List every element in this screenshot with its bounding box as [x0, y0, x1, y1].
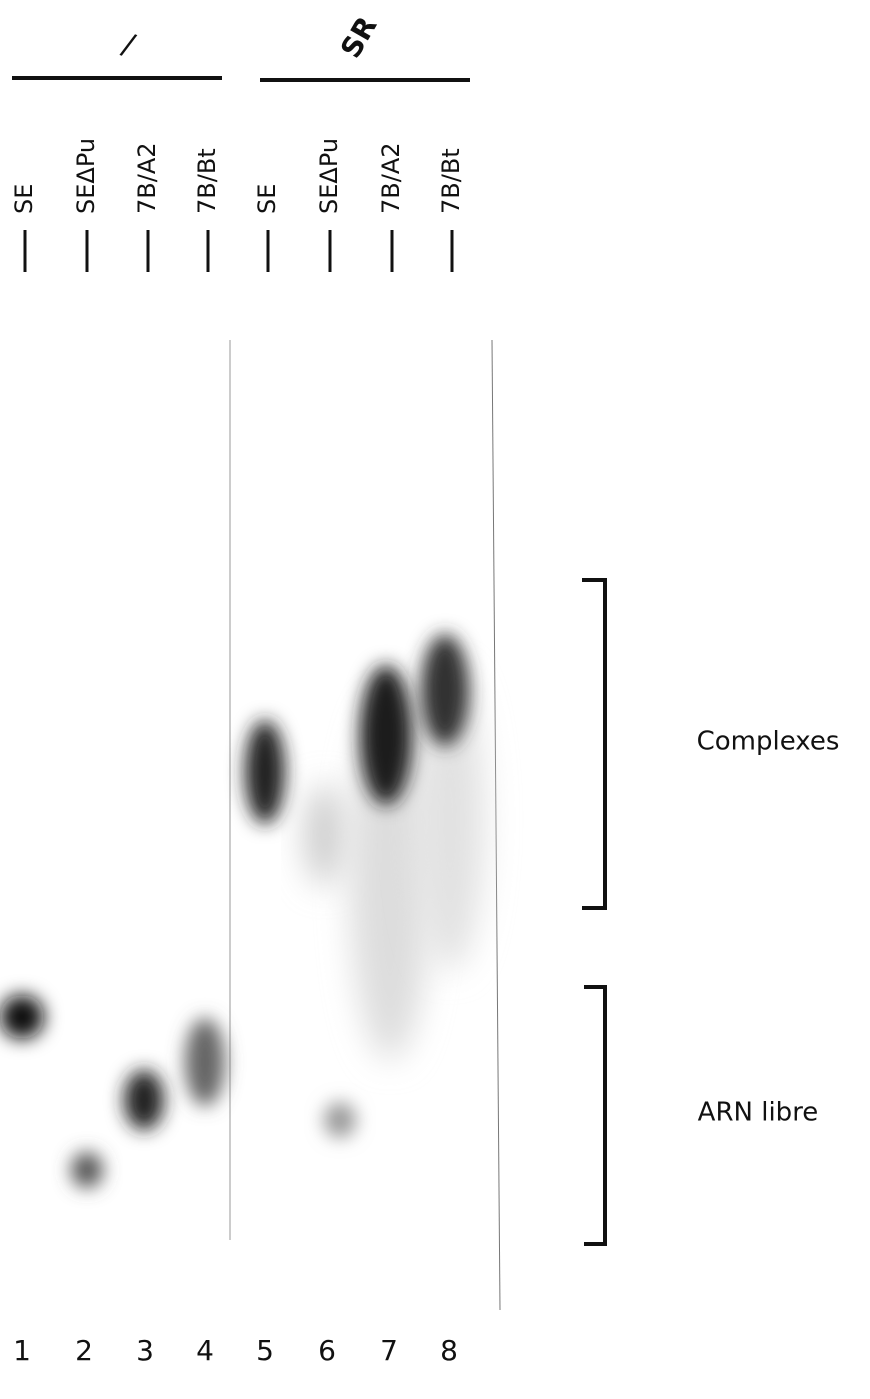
lane-number: 7 [380, 1334, 398, 1367]
band [324, 1102, 356, 1138]
lane-label: 7B/A2 [377, 142, 405, 214]
lane-number: 2 [75, 1334, 93, 1367]
lane-labels: SE 1 SEΔPu 2 7B/A2 3 7B/Bt 4 SE 5 SEΔPu 6 7B/A2 7 7B/B… [10, 138, 465, 1367]
lane-number: 4 [196, 1334, 214, 1367]
lane-label: 7B/Bt [437, 148, 465, 214]
band [71, 1152, 103, 1188]
band [245, 720, 285, 824]
gel-edge [491, 339, 501, 1311]
band [124, 1070, 164, 1130]
lane-label: 7B/Bt [193, 148, 221, 214]
band [421, 634, 469, 746]
smear [415, 670, 485, 970]
bracket [584, 985, 607, 1246]
band [185, 1018, 225, 1106]
lane-label: 7B/A2 [133, 142, 161, 214]
lane-label: SEΔPu [315, 138, 343, 214]
group-label: SR [334, 11, 383, 64]
lane-number: 3 [136, 1334, 154, 1367]
bracket-label: ARN libre [698, 1098, 819, 1128]
lane-label: SE [10, 184, 38, 214]
band [305, 785, 345, 885]
band [0, 995, 44, 1039]
band [360, 665, 412, 805]
bands [0, 634, 485, 1188]
lane-number: 8 [440, 1334, 458, 1367]
lane-number: 5 [256, 1334, 274, 1367]
bracket [582, 578, 607, 910]
group-label: / [118, 27, 140, 64]
lane-number: 1 [13, 1334, 31, 1367]
lane-number: 6 [318, 1334, 336, 1367]
bracket-label: Complexes [697, 727, 840, 757]
lane-label: SE [253, 184, 281, 214]
lane-label: SEΔPu [72, 138, 100, 214]
